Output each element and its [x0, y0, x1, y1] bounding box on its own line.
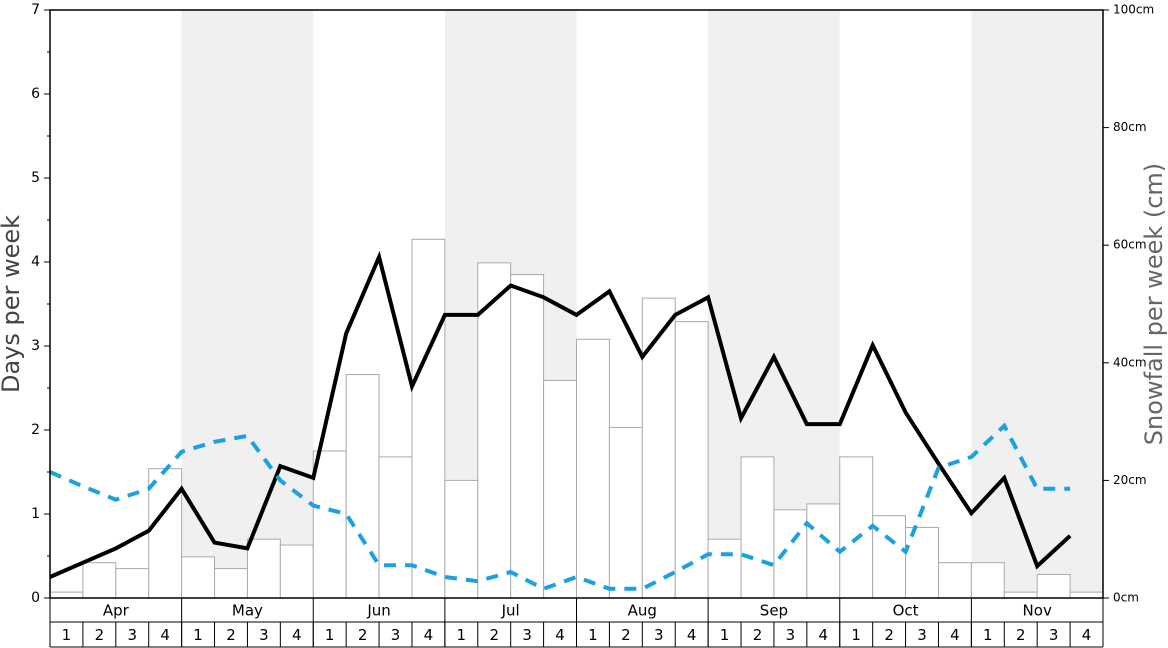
bar: [148, 468, 183, 599]
y-tick-label: 3: [31, 338, 40, 354]
bar: [181, 556, 216, 599]
bar: [740, 456, 775, 599]
x-tick-label: 1: [983, 626, 993, 644]
bar: [378, 456, 413, 599]
x-tick-label: 2: [226, 626, 236, 644]
bar: [707, 538, 742, 599]
x-tick-label: 4: [160, 626, 170, 644]
bar: [1069, 591, 1104, 599]
bar: [905, 526, 939, 599]
x-tick-label: 1: [193, 626, 203, 644]
line: [49, 422, 1071, 591]
bar: [674, 321, 709, 599]
bar: [773, 509, 808, 599]
y-tick-label: 6: [31, 86, 40, 102]
x-tick-label: 1: [457, 626, 467, 644]
y2-tick-label: 20cm: [1113, 473, 1147, 487]
x-tick-label: 2: [95, 626, 105, 644]
x-tick-label: 3: [1049, 626, 1059, 644]
x-tick-label: 2: [489, 626, 499, 644]
bar: [839, 456, 874, 599]
x-tick-label: 4: [1082, 626, 1092, 644]
bar: [576, 338, 610, 599]
x-tick-label: 1: [588, 626, 598, 644]
y2-tick-label: 0cm: [1113, 591, 1139, 605]
x-tick-label: 3: [127, 626, 137, 644]
y2-tick-label: 80cm: [1113, 120, 1147, 134]
bar: [1003, 591, 1038, 599]
month-label: May: [232, 602, 263, 620]
y2-tick-label: 100cm: [1113, 3, 1154, 17]
bar: [872, 515, 907, 599]
x-tick-label: 1: [62, 626, 72, 644]
x-tick-label: 1: [325, 626, 335, 644]
x-tick-label: 4: [819, 626, 829, 644]
x-tick-label: 3: [917, 626, 927, 644]
month-label: Sep: [760, 602, 788, 620]
bar: [937, 562, 972, 599]
x-tick-label: 2: [621, 626, 631, 644]
x-tick-label: 4: [555, 626, 565, 644]
bar: [608, 426, 643, 599]
x-tick-label: 2: [753, 626, 763, 644]
x-tick-label: 3: [522, 626, 532, 644]
month-label: Apr: [103, 602, 130, 620]
month-label: Jul: [501, 602, 520, 620]
y-tick-label: 7: [31, 2, 40, 18]
x-tick-label: 4: [950, 626, 960, 644]
x-tick-label: 2: [1016, 626, 1026, 644]
bar: [641, 297, 676, 599]
x-tick-label: 4: [424, 626, 434, 644]
bar: [543, 379, 577, 599]
bar: [312, 450, 347, 599]
bar: [82, 562, 117, 599]
bar: [214, 568, 248, 599]
x-tick-label: 3: [259, 626, 269, 644]
x-tick-label: 3: [786, 626, 796, 644]
y2-tick-label: 40cm: [1113, 355, 1147, 369]
y-tick-label: 4: [31, 254, 40, 270]
bar: [279, 544, 314, 599]
bar: [115, 568, 150, 599]
y2-axis-label: Snowfall per week (cm): [1140, 163, 1168, 445]
bar: [345, 374, 380, 599]
month-band: [181, 10, 314, 598]
bar: [1036, 573, 1071, 599]
y-axis-label: Days per week: [0, 215, 25, 393]
x-tick-label: 3: [654, 626, 664, 644]
x-tick-label: 2: [358, 626, 368, 644]
month-label: Aug: [628, 602, 657, 620]
x-tick-label: 2: [884, 626, 894, 644]
y-tick-label: 1: [31, 506, 40, 522]
month-label: Nov: [1023, 602, 1052, 620]
x-tick-label: 1: [851, 626, 861, 644]
line: [49, 250, 1072, 579]
month-label: Oct: [893, 602, 919, 620]
x-tick-label: 1: [720, 626, 730, 644]
month-label: Jun: [366, 602, 390, 620]
x-tick-label: 4: [292, 626, 302, 644]
bar: [411, 238, 446, 599]
y2-tick-label: 60cm: [1113, 238, 1147, 252]
x-tick-label: 3: [391, 626, 401, 644]
x-tick-label: 4: [687, 626, 697, 644]
y-tick-label: 0: [31, 590, 40, 606]
bar: [246, 538, 281, 599]
month-band: [971, 10, 1103, 598]
y-tick-label: 5: [31, 170, 40, 186]
bar: [49, 591, 84, 599]
bar: [970, 562, 1005, 599]
bar: [806, 503, 841, 599]
bar: [510, 274, 545, 599]
y-tick-label: 2: [31, 422, 40, 438]
